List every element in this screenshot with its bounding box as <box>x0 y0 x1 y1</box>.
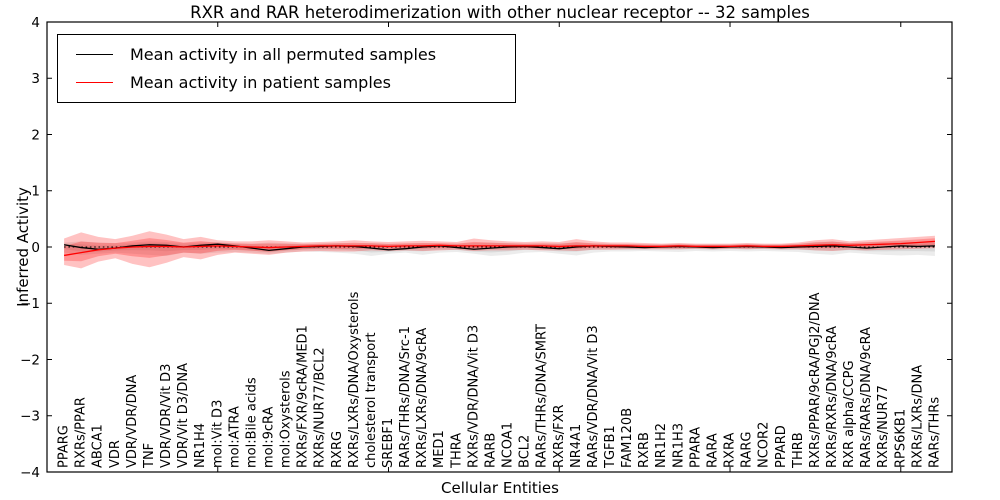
y-tick-label: 4 <box>31 15 40 31</box>
x-tick-label: NR4A1 <box>569 424 584 468</box>
x-tick-label: VDR/VDR/Vit D3 <box>159 364 174 468</box>
x-tick-label: cholesterol transport <box>364 332 379 468</box>
x-tick-label: VDR <box>108 440 123 468</box>
x-tick-label: THRB <box>791 432 806 469</box>
x-tick-label: FAM120B <box>620 408 635 468</box>
chart-title: RXR and RAR heterodimerization with othe… <box>190 3 810 22</box>
x-tick-label: RXRs/PPAR <box>74 397 89 468</box>
x-tick-label: RXRB <box>637 432 652 468</box>
x-tick-label: NR1H3 <box>671 423 686 468</box>
permuted-mean-line <box>63 243 935 252</box>
y-tick-label: −3 <box>20 409 40 425</box>
x-tick-label: SREBF1 <box>381 418 396 468</box>
x-tick-label: RXRs/VDR/DNA/Vit D3 <box>466 325 481 468</box>
x-tick-label: NCOR2 <box>757 422 772 468</box>
x-tick-label: ABCA1 <box>91 424 106 468</box>
x-tick-label: RXRs/LXRs/DNA/Oxysterols <box>347 291 362 468</box>
x-tick-label: RXRs/LXRs/DNA/9cRA <box>415 328 430 468</box>
y-tick-label: −4 <box>20 465 40 481</box>
x-tick-label: PPARG <box>57 425 72 468</box>
x-tick-label: mol:9cRA <box>261 406 276 468</box>
y-tick-label: 3 <box>31 71 40 87</box>
x-tick-label: mol:Oxysterols <box>279 370 294 468</box>
x-tick-label: NCOA1 <box>501 422 516 468</box>
x-tick-label: RARs/RARs/DNA/9cRA <box>859 327 874 468</box>
patient-line-swatch <box>76 81 113 83</box>
x-tick-label: RARs/THRs/DNA/SMRT <box>535 324 550 468</box>
x-tick-label: RARs/THRs/DNA/Src-1 <box>398 326 413 468</box>
x-tick-label: RXRs/FXR/9cRA/MED1 <box>296 325 311 468</box>
legend-label: Mean activity in all permuted samples <box>130 44 437 64</box>
x-tick-label: RXRs/RXRs/DNA/9cRA <box>825 326 840 468</box>
x-tick-label: RPS6KB1 <box>893 409 908 468</box>
x-tick-label: RXRs/PPAR/9cRA/PGJ2/DNA <box>808 292 823 468</box>
x-tick-label: RARB <box>483 433 498 468</box>
x-tick-label: RXRs/LXRs/DNA <box>910 365 925 468</box>
y-tick-label: −1 <box>20 296 40 312</box>
legend-label: Mean activity in patient samples <box>130 72 391 92</box>
y-tick-label: 2 <box>31 127 40 143</box>
x-tick-label: THRA <box>449 433 464 469</box>
x-tick-label: mol:ATRA <box>227 406 242 468</box>
y-tick-label: 0 <box>31 240 40 256</box>
y-tick-label: 1 <box>31 184 40 200</box>
x-tick-label: TNF <box>142 443 157 469</box>
x-tick-label: mol:Vit D3 <box>210 400 225 468</box>
x-tick-label: VDR/Vit D3/DNA <box>176 363 191 468</box>
y-tick-label: −2 <box>20 352 40 368</box>
x-tick-label: VDR/VDR/DNA <box>125 375 140 468</box>
x-tick-label: RARA <box>705 433 720 468</box>
x-tick-label: RARs/VDR/DNA/Vit D3 <box>586 325 601 468</box>
x-tick-label: MED1 <box>432 430 447 468</box>
patient-mean-line <box>63 240 935 257</box>
x-tick-label: NR1H4 <box>193 423 208 468</box>
legend-entry-permuted: Mean activity in all permuted samples <box>58 40 515 68</box>
x-tick-label: RARs/THRs <box>927 397 942 468</box>
x-tick-label: RXRs/NUR77/BCL2 <box>313 347 328 468</box>
x-tick-label: RXRA <box>723 433 738 468</box>
permuted-line-swatch <box>76 53 113 55</box>
x-tick-label: mol:Bile acids <box>244 377 259 468</box>
x-tick-label: TGFB1 <box>603 425 618 469</box>
x-tick-label: PPARA <box>688 427 703 468</box>
x-tick-label: NR1H2 <box>654 423 669 468</box>
legend-entry-patient: Mean activity in patient samples <box>58 68 515 96</box>
x-tick-label: RXRG <box>330 431 345 468</box>
patient-band-outer <box>64 231 935 269</box>
x-tick-label: PPARD <box>774 425 789 468</box>
x-tick-label: RARG <box>740 431 755 468</box>
legend: Mean activity in all permuted samples Me… <box>57 34 516 103</box>
x-tick-label: RXRs/NUR77 <box>876 385 891 468</box>
patient-band-inner <box>64 238 935 262</box>
x-tick-label: BCL2 <box>518 435 533 468</box>
x-axis-label: Cellular Entities <box>441 479 559 497</box>
x-tick-label: RXR alpha/CCPG <box>842 360 857 468</box>
permuted-band-outer <box>64 241 935 256</box>
y-axis-label: Inferred Activity <box>14 187 32 307</box>
x-tick-label: RXRs/FXR <box>552 404 567 468</box>
